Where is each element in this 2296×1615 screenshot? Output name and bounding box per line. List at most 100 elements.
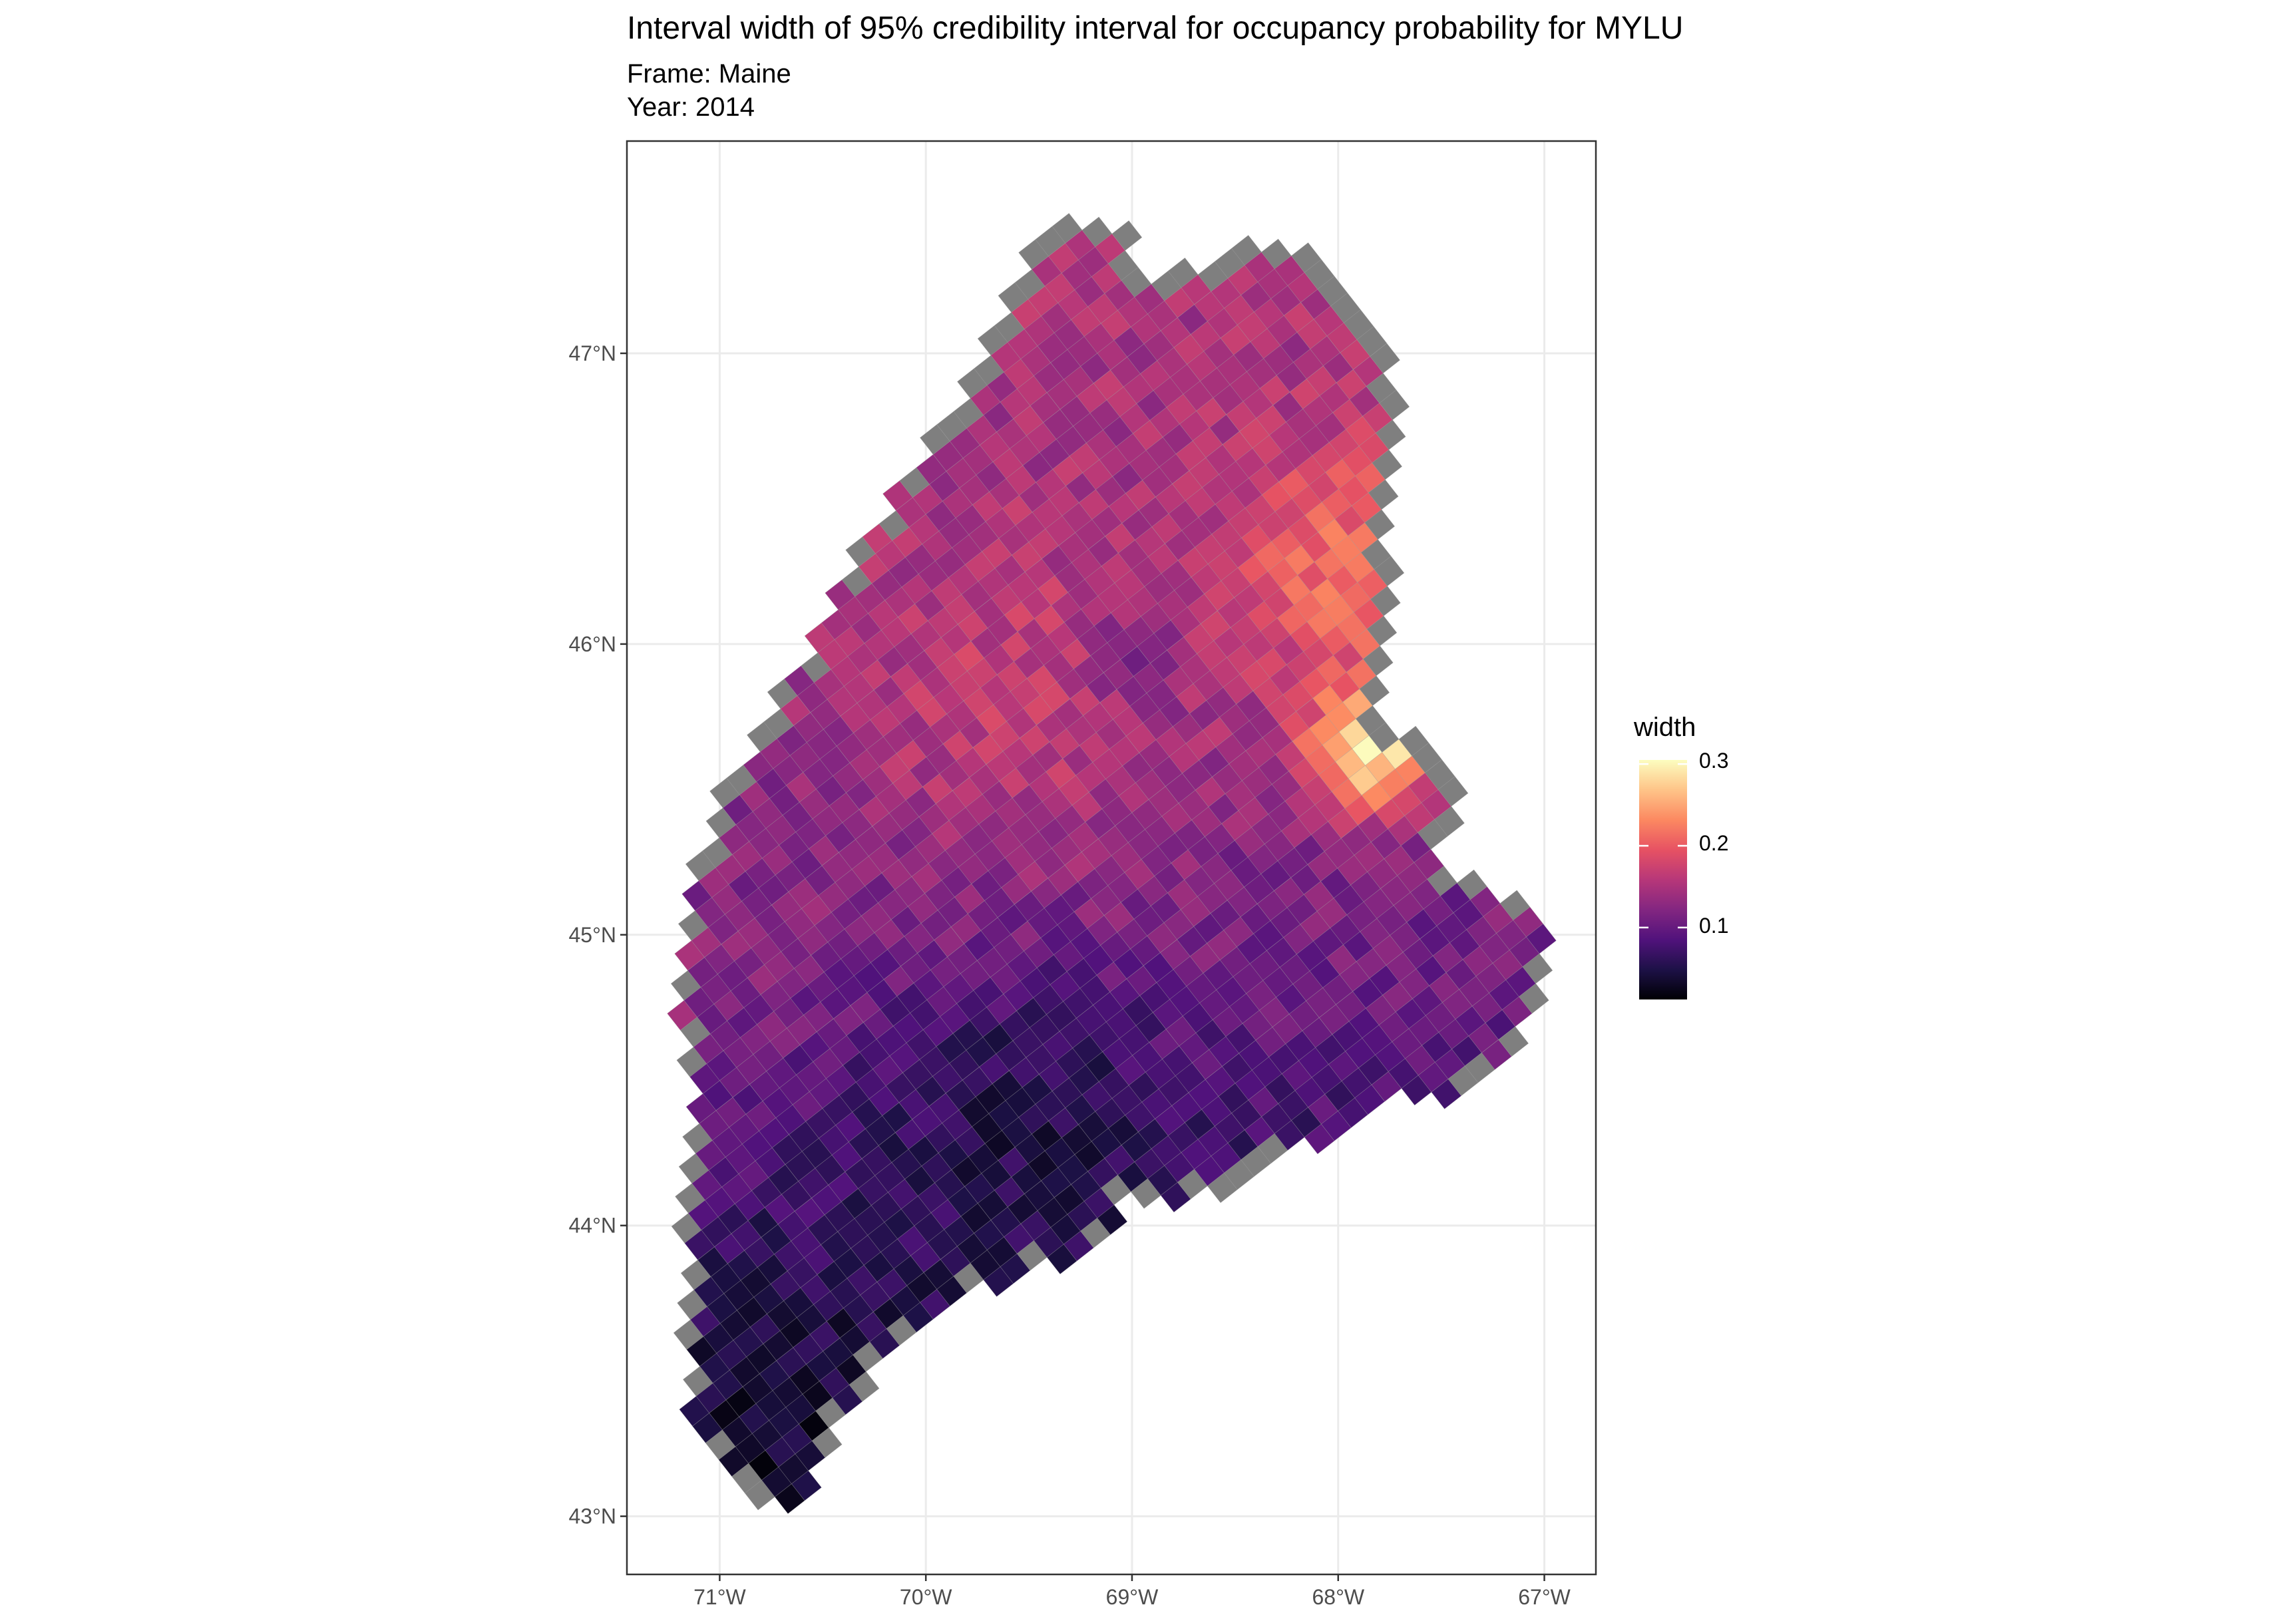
grid-cell xyxy=(842,809,873,840)
grid-cell xyxy=(916,454,947,485)
x-tick-label: 69°W xyxy=(1106,1585,1159,1609)
grid-cell xyxy=(956,747,987,778)
grid-cell xyxy=(1034,848,1065,879)
grid-cell xyxy=(1468,1022,1499,1053)
grid-cell xyxy=(1288,1000,1320,1031)
grid-cell xyxy=(999,1010,1030,1041)
grid-cell xyxy=(719,824,749,855)
x-tick-label: 70°W xyxy=(900,1585,952,1609)
grid-cell xyxy=(1379,389,1410,421)
grid-cell xyxy=(719,1067,750,1098)
grid-cell xyxy=(1364,509,1396,540)
axis-ticks: 71°W 70°W 69°W 68°W 67°W 43°N 44°N 45°N 46°N 47°N xyxy=(569,341,1571,1609)
grid-cell xyxy=(1231,235,1262,266)
x-tick-label: 71°W xyxy=(693,1585,746,1609)
grid-cell xyxy=(1434,806,1465,837)
grid-cell xyxy=(934,926,965,958)
grid-cell xyxy=(1241,1146,1272,1177)
grid-cell xyxy=(1519,983,1549,1014)
grid-cell xyxy=(746,1344,777,1374)
grid-cell xyxy=(1135,769,1166,800)
y-tick-label: 44°N xyxy=(569,1214,617,1238)
legend-title: width xyxy=(1634,713,1696,742)
grid-cell xyxy=(994,554,1026,586)
grid-cell xyxy=(1248,707,1280,738)
grid-cell xyxy=(849,1371,880,1402)
grid-cell xyxy=(1111,220,1143,251)
grid-cell xyxy=(1147,300,1178,331)
grid-cell xyxy=(759,1117,789,1149)
grid-cell xyxy=(960,1202,992,1234)
grid-cell xyxy=(1356,326,1388,357)
grid-cell xyxy=(885,1072,916,1103)
grid-cell xyxy=(1200,610,1231,641)
grid-cell xyxy=(1097,1204,1128,1235)
grid-cell xyxy=(1175,1062,1206,1093)
grid-cell xyxy=(1412,742,1442,773)
legend-label-0-3: 0.3 xyxy=(1699,749,1729,773)
grid-cell xyxy=(1074,1141,1105,1172)
legend-colorbar xyxy=(1639,760,1687,999)
grid-cell xyxy=(820,988,851,1019)
x-tick-label: 68°W xyxy=(1312,1585,1364,1609)
grid-cell xyxy=(791,1470,822,1501)
grid-cell xyxy=(1350,628,1380,659)
grid-cell xyxy=(1287,272,1318,303)
subtitle-frame: Frame: Maine xyxy=(627,59,791,89)
grid-cell xyxy=(1522,953,1553,984)
grid-cell xyxy=(920,424,950,455)
grid-cell xyxy=(1000,1253,1031,1284)
subtitle-year: Year: 2014 xyxy=(627,92,755,122)
grid-cell xyxy=(1354,1084,1386,1115)
grid-cell xyxy=(799,1410,829,1441)
grid-cell xyxy=(1126,965,1157,996)
grid-cell xyxy=(780,695,811,726)
grid-cell xyxy=(1327,565,1358,596)
grid-cell xyxy=(1370,586,1401,617)
grid-cell xyxy=(795,1440,826,1471)
grid-cell xyxy=(894,633,925,664)
legend-label-0-2: 0.2 xyxy=(1699,831,1729,855)
grid-cell xyxy=(833,762,863,793)
x-tick-label: 67°W xyxy=(1518,1585,1571,1609)
grid-cell xyxy=(1323,352,1354,383)
plot-panel-border xyxy=(626,140,1597,1576)
grid-cell xyxy=(1086,672,1117,703)
grid-cell xyxy=(1372,449,1403,480)
grid-cell xyxy=(1187,594,1218,624)
y-tick-label: 43°N xyxy=(569,1505,617,1528)
grid-cell xyxy=(811,1427,843,1458)
grid-cell xyxy=(1073,655,1104,686)
grid-cell xyxy=(1227,886,1258,918)
grid-cell xyxy=(1113,948,1144,980)
y-tick-label: 45°N xyxy=(569,923,617,947)
grid-cell xyxy=(1367,858,1398,889)
grid-cell xyxy=(1328,808,1358,839)
grid-cell xyxy=(1359,675,1390,706)
grid-cell xyxy=(1209,414,1240,445)
grid-cell xyxy=(886,1315,917,1346)
grid-cell xyxy=(1366,616,1398,646)
map-title: Interval width of 95% credibility interv… xyxy=(627,11,1684,46)
occupancy-cells xyxy=(667,213,1557,1515)
grid-cell xyxy=(1253,920,1284,951)
grid-cell xyxy=(1390,922,1420,953)
grid-cell xyxy=(860,1282,890,1312)
y-tick-label: 46°N xyxy=(569,632,617,656)
grid-cell xyxy=(959,717,990,748)
grid-cell xyxy=(1370,343,1400,374)
grid-cell xyxy=(1160,317,1191,348)
grid-cell xyxy=(1457,869,1487,900)
y-tick-label: 47°N xyxy=(569,341,617,365)
grid-cell xyxy=(1030,392,1061,423)
grid-cell xyxy=(1368,479,1399,510)
grid-cell xyxy=(1362,645,1394,676)
grid-cell xyxy=(1108,492,1139,524)
legend-label-0-1: 0.1 xyxy=(1699,914,1729,938)
grid-cell xyxy=(1034,362,1064,393)
grid-cell xyxy=(1526,923,1557,954)
grid-cell xyxy=(1375,419,1406,450)
grid-cell xyxy=(996,1040,1027,1071)
grid-cell xyxy=(882,1102,913,1133)
